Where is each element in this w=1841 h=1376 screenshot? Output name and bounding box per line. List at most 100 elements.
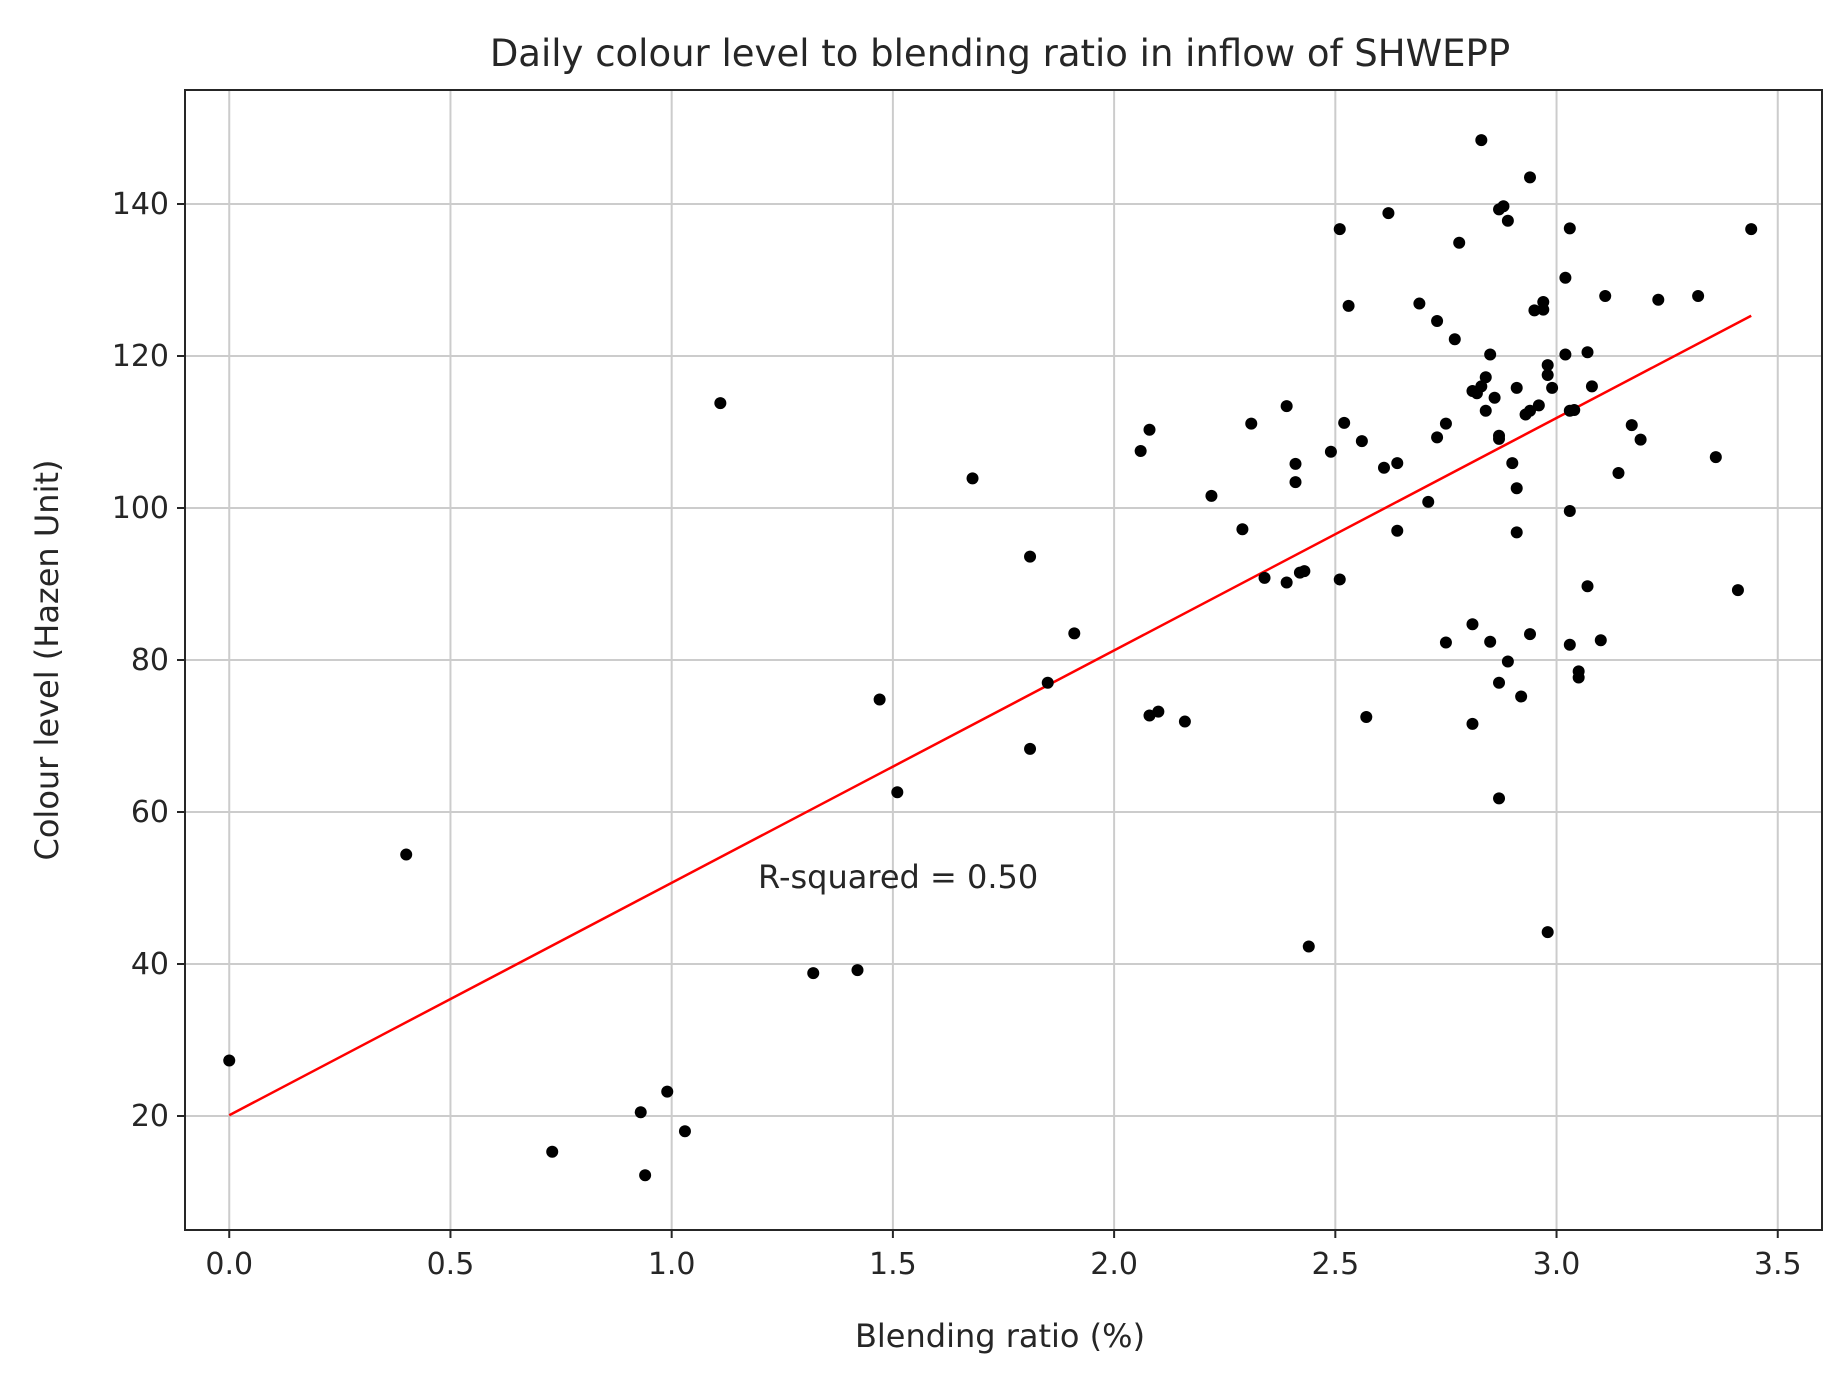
data-point [1581, 580, 1594, 593]
data-point [1338, 416, 1351, 429]
chart-title: Daily colour level to blending ratio in … [490, 32, 1510, 75]
data-point [1245, 417, 1258, 430]
data-point [1510, 482, 1523, 495]
data-point [1568, 403, 1581, 416]
data-point [1523, 171, 1536, 184]
data-point [1382, 207, 1395, 220]
data-point [1333, 573, 1346, 586]
data-point [966, 472, 979, 485]
data-point [1431, 315, 1444, 328]
data-point [1391, 524, 1404, 537]
data-point [1541, 926, 1554, 939]
data-point [1493, 432, 1506, 445]
data-point [1501, 214, 1514, 227]
data-point [1024, 550, 1037, 563]
x-tick-label: 1.5 [869, 1247, 917, 1282]
data-point [1506, 457, 1519, 470]
data-point [1510, 526, 1523, 539]
data-point [1625, 419, 1638, 432]
data-point [1594, 634, 1607, 647]
data-point [851, 964, 864, 977]
y-tick-label: 140 [112, 187, 169, 222]
data-point [1475, 380, 1488, 393]
data-point [634, 1106, 647, 1119]
data-point [678, 1125, 691, 1138]
data-point [1501, 655, 1514, 668]
data-point [1134, 445, 1147, 457]
y-tick-label: 120 [112, 339, 169, 374]
x-axis-label: Blending ratio (%) [855, 1317, 1145, 1355]
data-point [1479, 371, 1492, 384]
data-point [1324, 445, 1337, 458]
x-tick-label: 2.5 [1311, 1247, 1359, 1282]
data-point [639, 1169, 652, 1182]
data-point [1563, 638, 1576, 651]
data-point [1497, 200, 1510, 213]
x-tick-label: 3.5 [1754, 1247, 1802, 1282]
x-tick-label: 0.0 [205, 1247, 253, 1282]
data-point [1280, 576, 1293, 589]
trend-layer [228, 314, 1752, 1117]
data-point [1484, 348, 1497, 361]
data-point [1360, 711, 1373, 723]
data-point [1258, 571, 1271, 584]
data-point [1541, 359, 1554, 372]
data-point [1541, 369, 1554, 381]
data-point [661, 1085, 674, 1098]
y-tick-label: 20 [131, 1099, 169, 1134]
data-point [1559, 348, 1572, 361]
data-point [1439, 636, 1452, 649]
ticks-layer: 0.0 0.5 1.0 1.5 2.0 2.5 3.0 3.5 20 40 60 80 100 120 14… [112, 187, 1802, 1282]
data-point [1024, 742, 1037, 755]
data-point [1692, 289, 1705, 302]
data-point [1236, 523, 1249, 536]
x-tick-label: 0.5 [427, 1247, 475, 1282]
data-point [1612, 467, 1625, 480]
x-tick-label: 3.0 [1533, 1247, 1581, 1282]
data-point [1537, 303, 1550, 316]
data-point [1731, 584, 1744, 597]
data-point [1515, 690, 1528, 703]
data-point [1523, 404, 1536, 417]
y-axis-label: Colour level (Hazen Unit) [28, 460, 66, 861]
data-point [1488, 391, 1501, 404]
data-point [1484, 635, 1497, 648]
y-tick-label: 80 [131, 643, 169, 678]
data-point [1466, 618, 1479, 631]
data-point [1377, 461, 1390, 474]
data-point [1391, 457, 1404, 470]
data-point [1413, 297, 1426, 310]
data-point [1493, 792, 1506, 805]
data-point [1599, 289, 1612, 302]
data-point [1572, 671, 1585, 684]
data-point [1528, 304, 1541, 317]
data-point [1559, 271, 1572, 284]
data-point [714, 397, 727, 410]
data-point [1041, 676, 1054, 689]
data-point [1439, 417, 1452, 430]
x-tick-label: 2.0 [1090, 1247, 1138, 1282]
data-point [1709, 451, 1722, 464]
data-point [1205, 489, 1218, 502]
data-point [1068, 627, 1081, 640]
data-point [1634, 433, 1647, 446]
y-tick-label: 60 [131, 795, 169, 830]
data-point [1745, 223, 1758, 236]
data-point [1289, 476, 1302, 489]
data-point [1563, 222, 1576, 235]
data-point [1152, 705, 1165, 718]
data-point [891, 786, 904, 799]
data-point [546, 1145, 559, 1158]
data-point [1280, 400, 1293, 413]
r-squared-annotation: R-squared = 0.50 [758, 858, 1038, 896]
data-point [400, 848, 413, 861]
data-point [1143, 423, 1156, 436]
data-point [1431, 431, 1444, 444]
data-point [223, 1054, 236, 1067]
data-point [1448, 333, 1461, 346]
regression-line [228, 314, 1752, 1117]
data-point [1523, 628, 1536, 641]
data-point [807, 967, 820, 980]
data-point [1342, 299, 1355, 312]
